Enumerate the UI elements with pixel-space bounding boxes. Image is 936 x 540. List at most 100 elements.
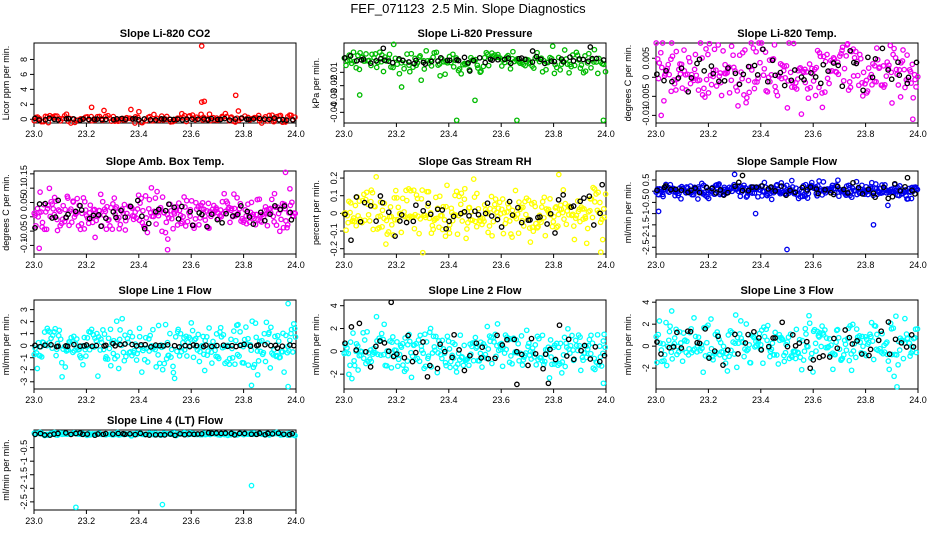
y-tick-label: -0.04 <box>329 102 339 123</box>
data-point <box>122 227 129 233</box>
data-point <box>410 218 417 225</box>
data-point <box>360 355 367 362</box>
data-point <box>774 92 781 99</box>
data-point <box>910 343 917 350</box>
data-point <box>591 186 598 192</box>
data-point <box>103 226 110 233</box>
data-point <box>519 362 526 368</box>
data-point <box>250 116 257 122</box>
data-point <box>860 69 867 76</box>
x-tick-label: 23.8 <box>545 129 563 139</box>
data-point <box>472 208 478 215</box>
data-point <box>690 191 697 198</box>
data-point <box>791 67 798 73</box>
data-point <box>732 340 738 347</box>
data-point <box>867 346 874 353</box>
data-point <box>182 223 189 229</box>
data-point <box>175 216 182 222</box>
data-point <box>485 355 492 362</box>
data-point <box>678 65 685 72</box>
y-tick-label: -0.005 <box>641 84 651 110</box>
data-point <box>135 117 142 123</box>
data-point <box>710 70 717 77</box>
data-point <box>176 344 183 350</box>
data-point <box>722 61 728 68</box>
data-point <box>549 43 556 50</box>
data-point <box>115 214 122 221</box>
data-point <box>548 58 555 64</box>
data-point <box>398 212 405 218</box>
data-point <box>867 74 873 81</box>
data-point <box>852 354 859 361</box>
data-point <box>113 204 120 210</box>
data-point <box>557 67 564 73</box>
data-point <box>660 193 666 200</box>
data-point <box>164 341 171 348</box>
data-point <box>491 201 498 208</box>
data-point <box>822 327 828 333</box>
data-point <box>659 40 666 46</box>
data-point <box>514 211 521 218</box>
data-point <box>703 339 710 346</box>
x-tick-label: 24.0 <box>909 395 927 405</box>
data-point <box>481 218 487 225</box>
data-point <box>110 201 116 207</box>
data-point <box>582 215 589 222</box>
data-point <box>701 68 708 74</box>
data-point <box>484 323 491 330</box>
data-point <box>784 246 790 253</box>
data-point <box>274 332 281 339</box>
data-point <box>403 197 410 204</box>
data-point <box>754 340 761 347</box>
data-point <box>750 45 757 51</box>
data-point <box>485 62 492 69</box>
data-point <box>526 340 532 347</box>
data-point <box>692 51 699 58</box>
data-point <box>475 211 482 218</box>
data-point <box>193 199 199 206</box>
data-point <box>600 117 607 124</box>
data-point <box>392 233 398 239</box>
data-point <box>700 369 707 376</box>
data-point <box>589 214 596 221</box>
data-point <box>853 326 860 332</box>
data-point <box>896 347 903 353</box>
data-point <box>461 367 468 374</box>
data-point <box>535 223 541 230</box>
data-point <box>717 339 724 346</box>
data-point <box>184 353 190 359</box>
x-tick-label: 23.4 <box>130 129 148 139</box>
data-point <box>39 219 46 226</box>
data-point <box>538 219 544 226</box>
data-point <box>374 351 381 358</box>
data-point <box>364 328 370 335</box>
data-point <box>65 115 72 122</box>
x-tick-label: 24.0 <box>597 260 615 270</box>
data-point <box>699 345 705 352</box>
data-point <box>417 53 423 59</box>
data-point <box>739 187 746 194</box>
data-point <box>261 217 268 224</box>
data-point <box>357 218 364 225</box>
points-layer <box>31 300 299 390</box>
data-point <box>428 58 435 65</box>
panel-3: Slope Li-820 Temp. degrees C per min. 23.0… <box>623 28 927 139</box>
data-point <box>505 55 512 62</box>
data-point <box>551 70 558 77</box>
data-point <box>655 208 662 215</box>
data-point <box>425 188 432 195</box>
data-point <box>444 333 451 340</box>
x-tick-label: 23.0 <box>647 260 665 270</box>
data-point <box>158 116 165 122</box>
data-point <box>284 224 290 231</box>
data-point <box>439 212 445 219</box>
data-point <box>902 84 908 91</box>
data-point <box>873 185 880 192</box>
data-point <box>748 67 755 73</box>
data-point <box>436 193 443 200</box>
data-point <box>406 338 413 345</box>
data-point <box>155 352 161 358</box>
data-point <box>591 199 598 205</box>
data-point <box>347 209 353 216</box>
data-point <box>419 249 426 256</box>
